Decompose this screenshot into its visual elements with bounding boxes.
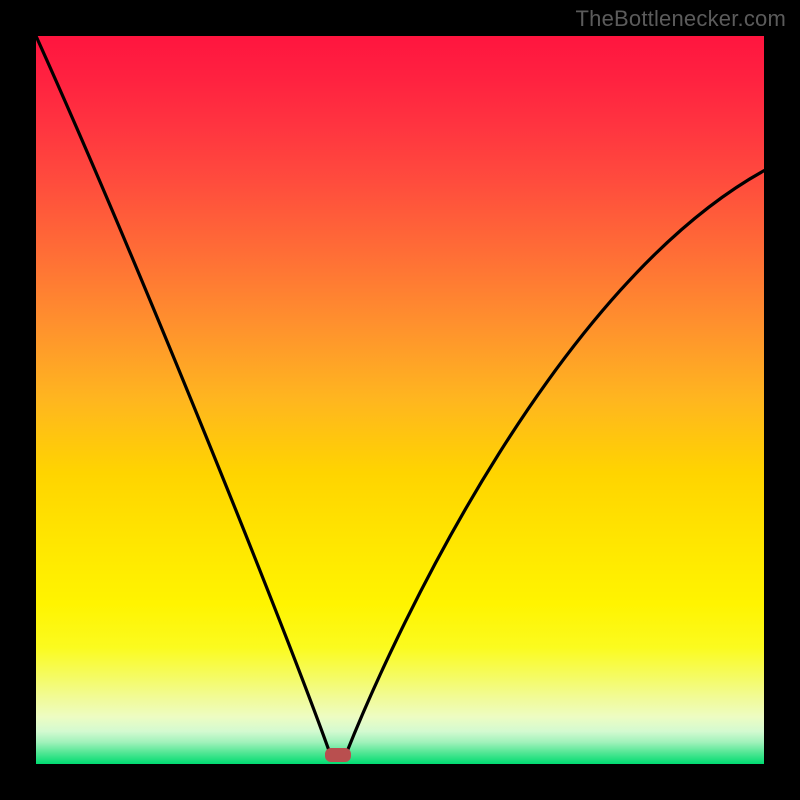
watermark-text: TheBottlenecker.com (576, 6, 786, 32)
outer-frame: TheBottlenecker.com (0, 0, 800, 800)
plot-area (36, 36, 764, 764)
optimum-marker (325, 748, 351, 762)
bottleneck-curve (36, 36, 764, 764)
